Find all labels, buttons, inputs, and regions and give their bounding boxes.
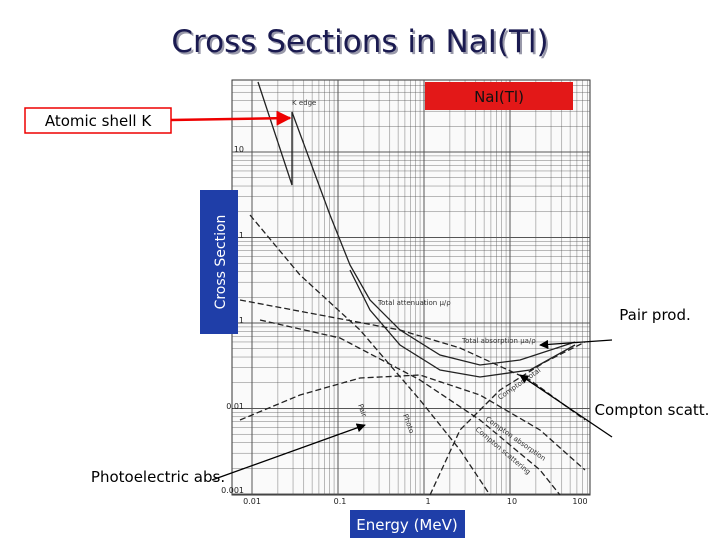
plot: K edge Total attenuation μ/ρ Total absor… xyxy=(221,79,591,506)
y-tick-label: 0.01 xyxy=(226,402,244,411)
callout: Pair prod. xyxy=(619,306,691,324)
curve-label: K edge xyxy=(292,99,316,107)
callout: Compton scatt. xyxy=(595,401,710,419)
title-shadow: Cross Sections in NaI(Tl) xyxy=(173,26,550,62)
callout: Photoelectric abs. xyxy=(91,468,225,486)
y-tick-label: 1 xyxy=(239,231,244,240)
callout: Atomic shell K xyxy=(45,112,153,130)
title: Cross Sections in NaI(Tl) xyxy=(171,24,548,60)
compton-scattering-curve xyxy=(259,319,561,496)
y-label-box xyxy=(200,190,238,334)
arrow xyxy=(519,374,613,438)
total-absorption-curve xyxy=(349,269,576,378)
x-label-box xyxy=(350,510,465,538)
arrow xyxy=(170,110,292,126)
x-tick-label: 100 xyxy=(572,497,587,506)
x-tick-label: 10 xyxy=(507,497,517,506)
y-tick-label: 0.001 xyxy=(221,486,244,495)
curve-label: Total absorption μa/ρ xyxy=(461,337,536,345)
material-box xyxy=(425,82,573,110)
x-tick-label: 0.1 xyxy=(334,497,347,506)
curve-label: Total attenuation μ/ρ xyxy=(377,299,451,307)
arrow xyxy=(211,423,366,481)
pair-curve xyxy=(429,341,586,496)
x-tick-label: 1 xyxy=(425,497,430,506)
material-label: NaI(Tl) xyxy=(474,88,524,106)
photo-curve xyxy=(249,214,491,496)
y-tick-label: 10 xyxy=(234,145,244,154)
compton-absorption-curve xyxy=(239,374,586,471)
y-axis-label: Cross Section xyxy=(213,215,229,310)
x-tick-label: 0.01 xyxy=(243,497,261,506)
arrow xyxy=(539,339,613,349)
x-axis-label: Energy (MeV) xyxy=(356,516,457,534)
shell-box xyxy=(24,107,172,134)
compton-total-curve xyxy=(239,299,586,421)
